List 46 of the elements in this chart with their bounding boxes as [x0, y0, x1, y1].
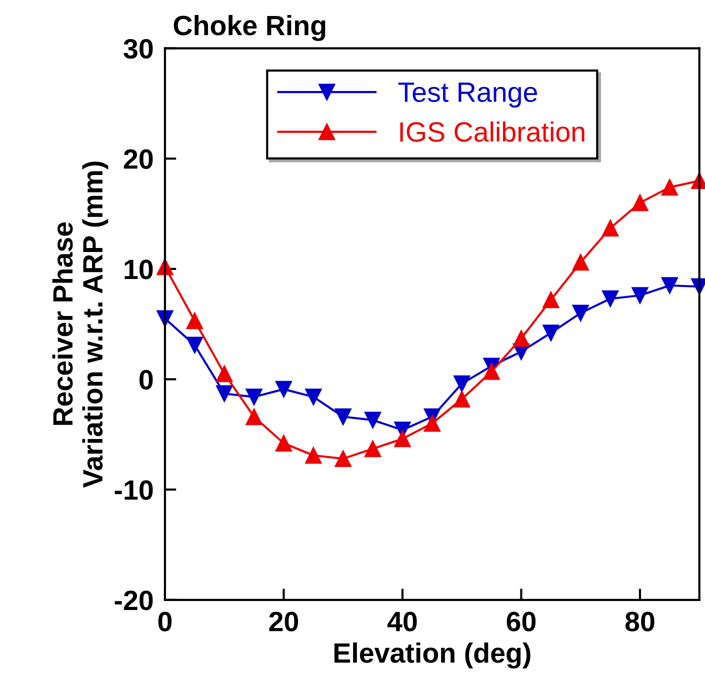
point [454, 375, 470, 392]
x-tick-label: 80 [625, 612, 654, 632]
point [542, 324, 560, 342]
point [661, 277, 678, 294]
point [364, 412, 382, 428]
legend-label: IGS Calibration [400, 121, 584, 142]
point [454, 390, 470, 408]
x-tick-label: 0 [158, 612, 172, 632]
y-tick-label: 20 [124, 149, 153, 169]
point [334, 408, 352, 426]
point [632, 194, 648, 212]
y-axis-title: Receiver Phase Variation w.r.t. ARP (mm) [52, 162, 108, 488]
x-tick-label: 60 [506, 612, 536, 632]
point [572, 304, 589, 322]
point [661, 178, 678, 196]
point [334, 450, 352, 468]
point [275, 380, 292, 398]
point [364, 440, 382, 458]
point [246, 408, 262, 426]
y-tick-label: 30 [124, 38, 153, 59]
y-tick-label: 0 [140, 370, 153, 390]
point [394, 430, 411, 448]
y-tick-label: -10 [114, 480, 153, 500]
y-tick-label: 10 [124, 260, 153, 280]
point [305, 447, 322, 464]
x-tick-label: 20 [269, 612, 298, 632]
point [632, 287, 648, 304]
point [542, 291, 560, 308]
x-axis-title: Elevation (deg) [334, 642, 530, 668]
chart-title: Choke Ring [174, 14, 326, 42]
point [305, 388, 322, 406]
x-tick-label: 40 [387, 612, 417, 632]
point [602, 220, 619, 236]
point [275, 434, 292, 452]
point [216, 365, 233, 382]
point [216, 385, 233, 402]
point [186, 336, 203, 354]
point [602, 290, 619, 308]
point [483, 363, 500, 380]
legend-label: Test Range [398, 82, 537, 108]
point [572, 254, 589, 271]
point [186, 312, 203, 330]
point [424, 415, 440, 432]
point [246, 388, 262, 406]
y-tick-label: -20 [114, 590, 153, 610]
point [512, 330, 530, 347]
